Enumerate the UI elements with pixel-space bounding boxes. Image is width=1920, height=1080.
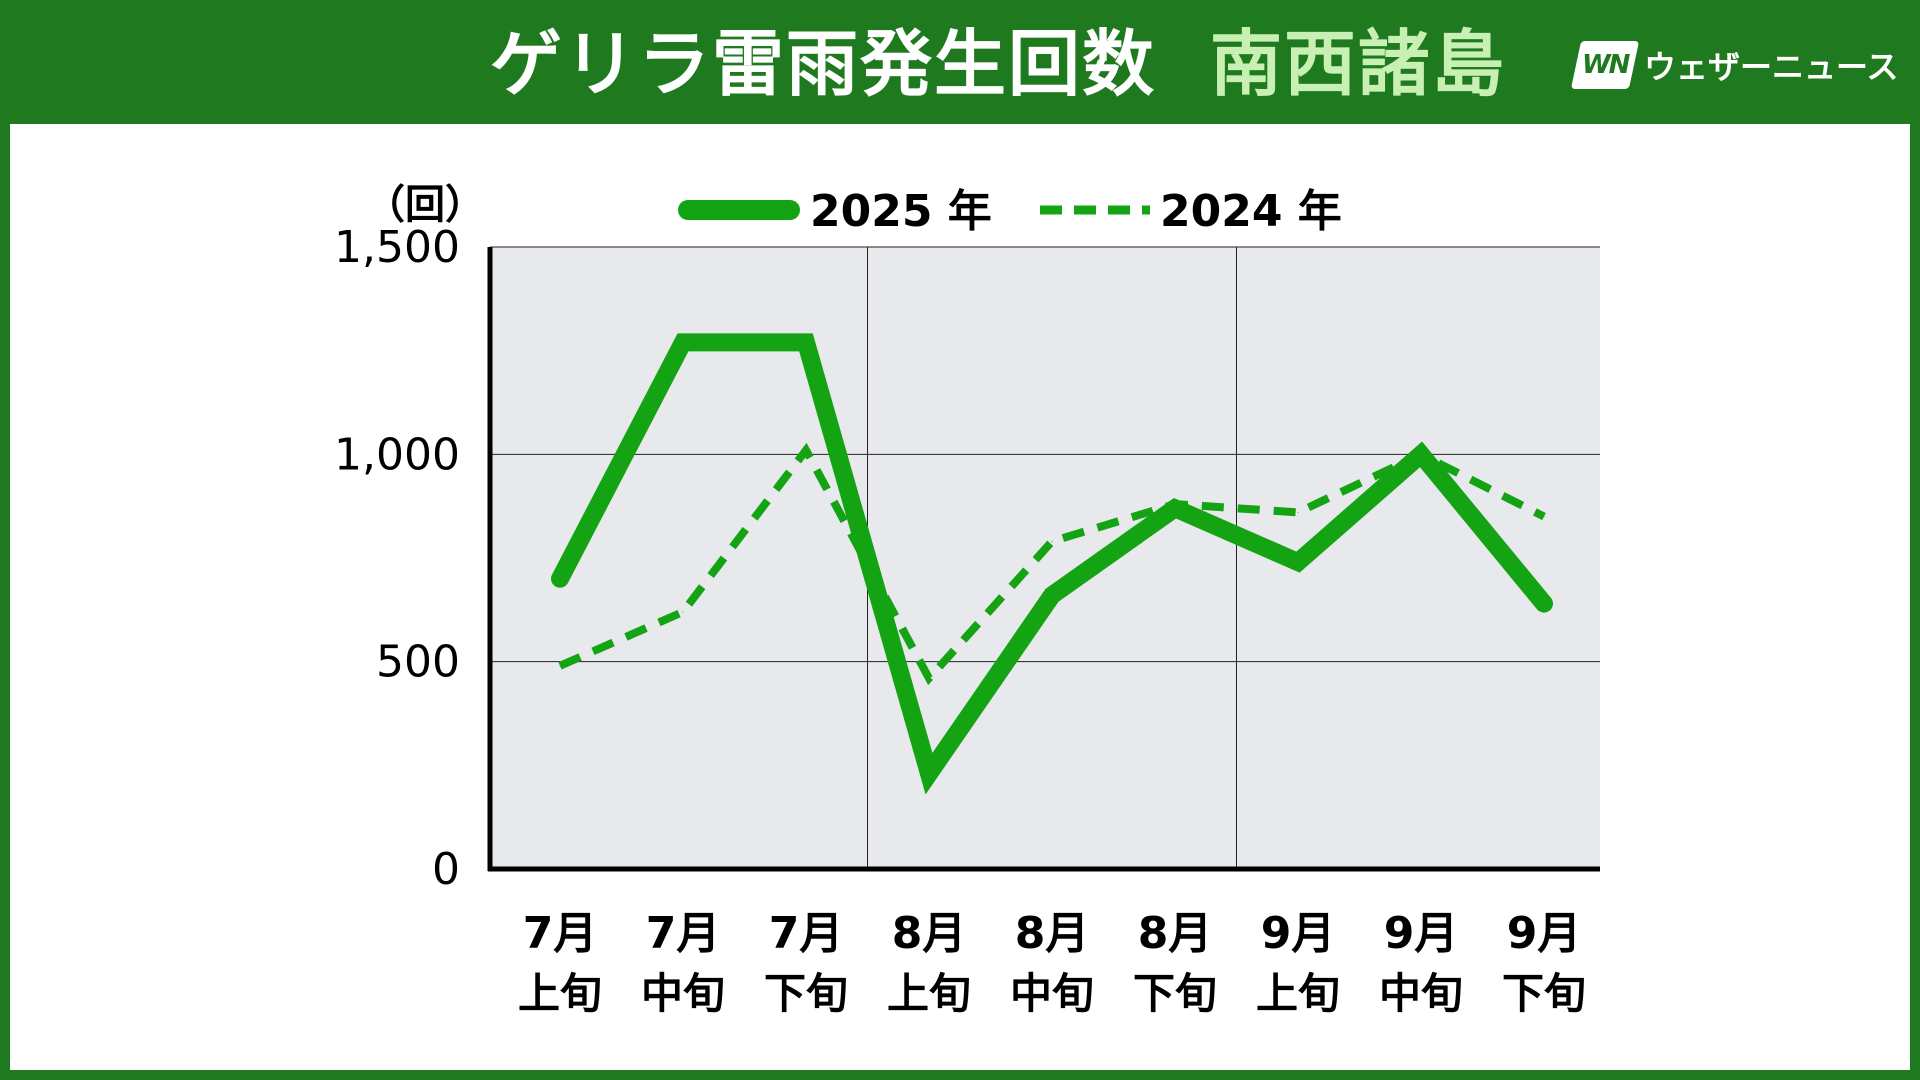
x-tick-label-month: 9月 [1384, 908, 1459, 959]
y-tick-label: 1,000 [334, 429, 460, 480]
x-tick-label-period: 中旬 [641, 969, 725, 1018]
y-tick-label: 500 [376, 637, 460, 688]
x-tick-label-period: 中旬 [1379, 969, 1463, 1018]
x-tick-label-month: 8月 [892, 908, 967, 959]
data-point-2025 [1543, 602, 1545, 605]
data-point-2025 [682, 341, 684, 344]
data-point-2024 [805, 449, 807, 451]
data-point-2024 [1543, 516, 1545, 518]
data-point-2025 [805, 341, 807, 344]
legend-label-2024: 2024 年 [1160, 186, 1342, 237]
data-point-2025 [928, 772, 930, 775]
y-tick-label: 0 [432, 844, 460, 895]
x-tick-label-period: 上旬 [518, 969, 602, 1018]
data-point-2025 [1051, 594, 1053, 597]
x-tick-label-month: 8月 [1138, 908, 1213, 959]
y-axis-unit-label: （回） [365, 182, 485, 228]
x-tick-label-period: 中旬 [1010, 969, 1094, 1018]
region-title: 南西諸島 [1210, 22, 1507, 106]
x-tick-label-month: 9月 [1261, 908, 1336, 959]
logo-text: ウェザーニュース [1644, 48, 1899, 86]
x-tick-label-month: 8月 [1015, 908, 1090, 959]
x-tick-label-period: 上旬 [887, 969, 971, 1018]
data-point-2024 [928, 677, 930, 679]
data-point-2024 [1297, 511, 1299, 513]
x-tick-label-period: 下旬 [1133, 969, 1217, 1018]
x-tick-label-month: 9月 [1507, 908, 1582, 959]
data-point-2024 [1420, 453, 1422, 455]
y-tick-label: 1,500 [334, 222, 460, 273]
data-point-2024 [682, 611, 684, 613]
plot-area [490, 247, 1600, 869]
chart-title: ゲリラ雷雨発生回数 [490, 22, 1157, 106]
x-tick-label-month: 7月 [769, 908, 844, 959]
data-point-2025 [1297, 561, 1299, 564]
weathernews-logo: WN ウェザーニュース [1570, 38, 1899, 92]
data-point-2024 [1051, 540, 1053, 542]
header: ゲリラ雷雨発生回数 南西諸島 WN ウェザーニュース [0, 0, 1920, 124]
x-tick-label-month: 7月 [646, 908, 721, 959]
data-point-2024 [1174, 503, 1176, 505]
x-tick-label-period: 下旬 [764, 969, 848, 1018]
series-line-2024 [558, 442, 1546, 686]
x-tick-label-period: 上旬 [1256, 969, 1340, 1018]
data-point-2024 [559, 665, 561, 667]
x-tick-label-month: 7月 [523, 908, 598, 959]
legend-label-2025: 2025 年 [810, 186, 992, 237]
data-point-2025 [559, 577, 561, 580]
x-tick-label-period: 下旬 [1502, 969, 1586, 1018]
